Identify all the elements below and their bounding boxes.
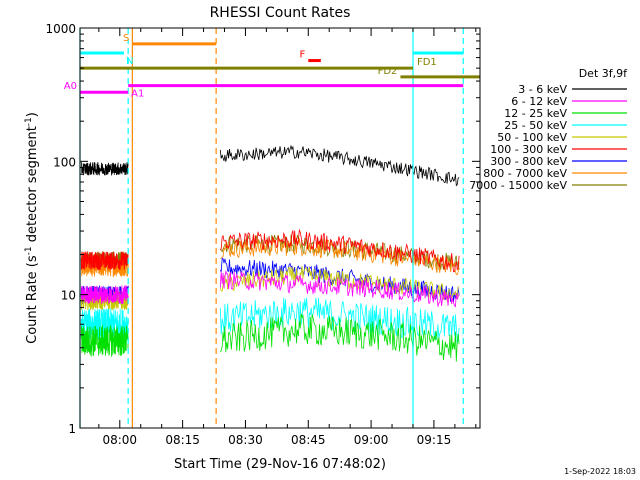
plot-area bbox=[80, 144, 460, 362]
flag-bars: S N F FD1 FD2 A0 A1 bbox=[64, 33, 480, 100]
legend-label-4: 25 - 50 keV bbox=[504, 119, 567, 132]
plot-frame bbox=[79, 27, 481, 429]
y-tick-label-1: 1 bbox=[68, 422, 76, 436]
legend-label-2: 6 - 12 keV bbox=[511, 95, 567, 108]
series-line-6 bbox=[80, 228, 460, 273]
series-line-8 bbox=[80, 237, 460, 278]
flag-label-s: S bbox=[123, 33, 129, 44]
y-axis-label-sup2: -1 bbox=[24, 117, 34, 126]
y-tick-label-4: 1000 bbox=[45, 22, 76, 36]
y-axis-label-main: Count Rate (s bbox=[25, 255, 40, 344]
x-tick-label-1: 08:00 bbox=[102, 433, 137, 447]
x-axis-label: Start Time (29-Nov-16 07:48:02) bbox=[174, 457, 386, 472]
series-line-1 bbox=[80, 144, 460, 187]
y-axis-label-mid: detector segment bbox=[25, 126, 40, 246]
legend-label-5: 50 - 100 keV bbox=[497, 131, 567, 144]
flag-label-f: F bbox=[300, 50, 306, 61]
axis-ticks: 08:00 08:15 08:30 08:45 09:00 09:15 1 10 100 1000 bbox=[45, 22, 480, 447]
x-tick-label-5: 09:00 bbox=[354, 433, 389, 447]
x-tick-label-4: 08:45 bbox=[291, 433, 326, 447]
legend-label-9: 7000 - 15000 keV bbox=[469, 179, 567, 192]
flag-label-fd2: FD2 bbox=[378, 66, 398, 77]
legend-label-6: 100 - 300 keV bbox=[490, 143, 567, 156]
series-line-3 bbox=[80, 313, 460, 362]
y-axis-label-sup1: -1 bbox=[24, 246, 34, 255]
flag-label-a1: A1 bbox=[131, 89, 144, 100]
y-tick-label-2: 10 bbox=[61, 289, 76, 303]
flag-label-a0: A0 bbox=[64, 81, 77, 92]
y-axis-label-end: ) bbox=[25, 112, 40, 117]
y-axis-label: Count Rate (s-1 detector segment-1) bbox=[24, 112, 40, 344]
x-tick-label-3: 08:30 bbox=[228, 433, 263, 447]
series-line-2 bbox=[80, 269, 460, 308]
legend-label-7: 300 - 800 keV bbox=[490, 155, 567, 168]
footer-date: 1-Sep-2022 18:03 bbox=[564, 467, 636, 476]
x-tick-label-2: 08:15 bbox=[165, 433, 200, 447]
chart-title: RHESSI Count Rates bbox=[210, 5, 351, 21]
series-line-4 bbox=[80, 297, 460, 344]
legend-label-8: 800 - 7000 keV bbox=[483, 167, 567, 180]
legend-title: Det 3f,9f bbox=[579, 67, 628, 80]
flag-label-n: N bbox=[126, 56, 133, 67]
y-tick-label-3: 100 bbox=[53, 155, 76, 169]
series-line-5 bbox=[80, 266, 460, 311]
legend-label-1: 3 - 6 keV bbox=[518, 83, 567, 96]
x-tick-label-6: 09:15 bbox=[417, 433, 452, 447]
flag-label-fd1: FD1 bbox=[417, 57, 437, 68]
legend-label-3: 12 - 25 keV bbox=[504, 107, 567, 120]
